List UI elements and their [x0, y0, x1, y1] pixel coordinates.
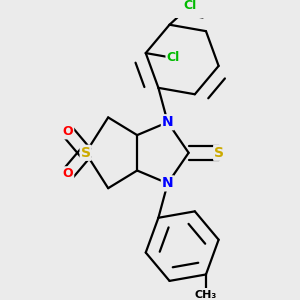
Text: Cl: Cl: [184, 0, 197, 12]
Text: O: O: [63, 167, 73, 180]
Text: Cl: Cl: [167, 51, 180, 64]
Text: S: S: [81, 146, 91, 160]
Text: O: O: [63, 125, 73, 138]
Text: N: N: [162, 115, 173, 129]
Text: N: N: [162, 176, 173, 190]
Text: CH₃: CH₃: [195, 290, 217, 300]
Text: S: S: [214, 146, 224, 160]
